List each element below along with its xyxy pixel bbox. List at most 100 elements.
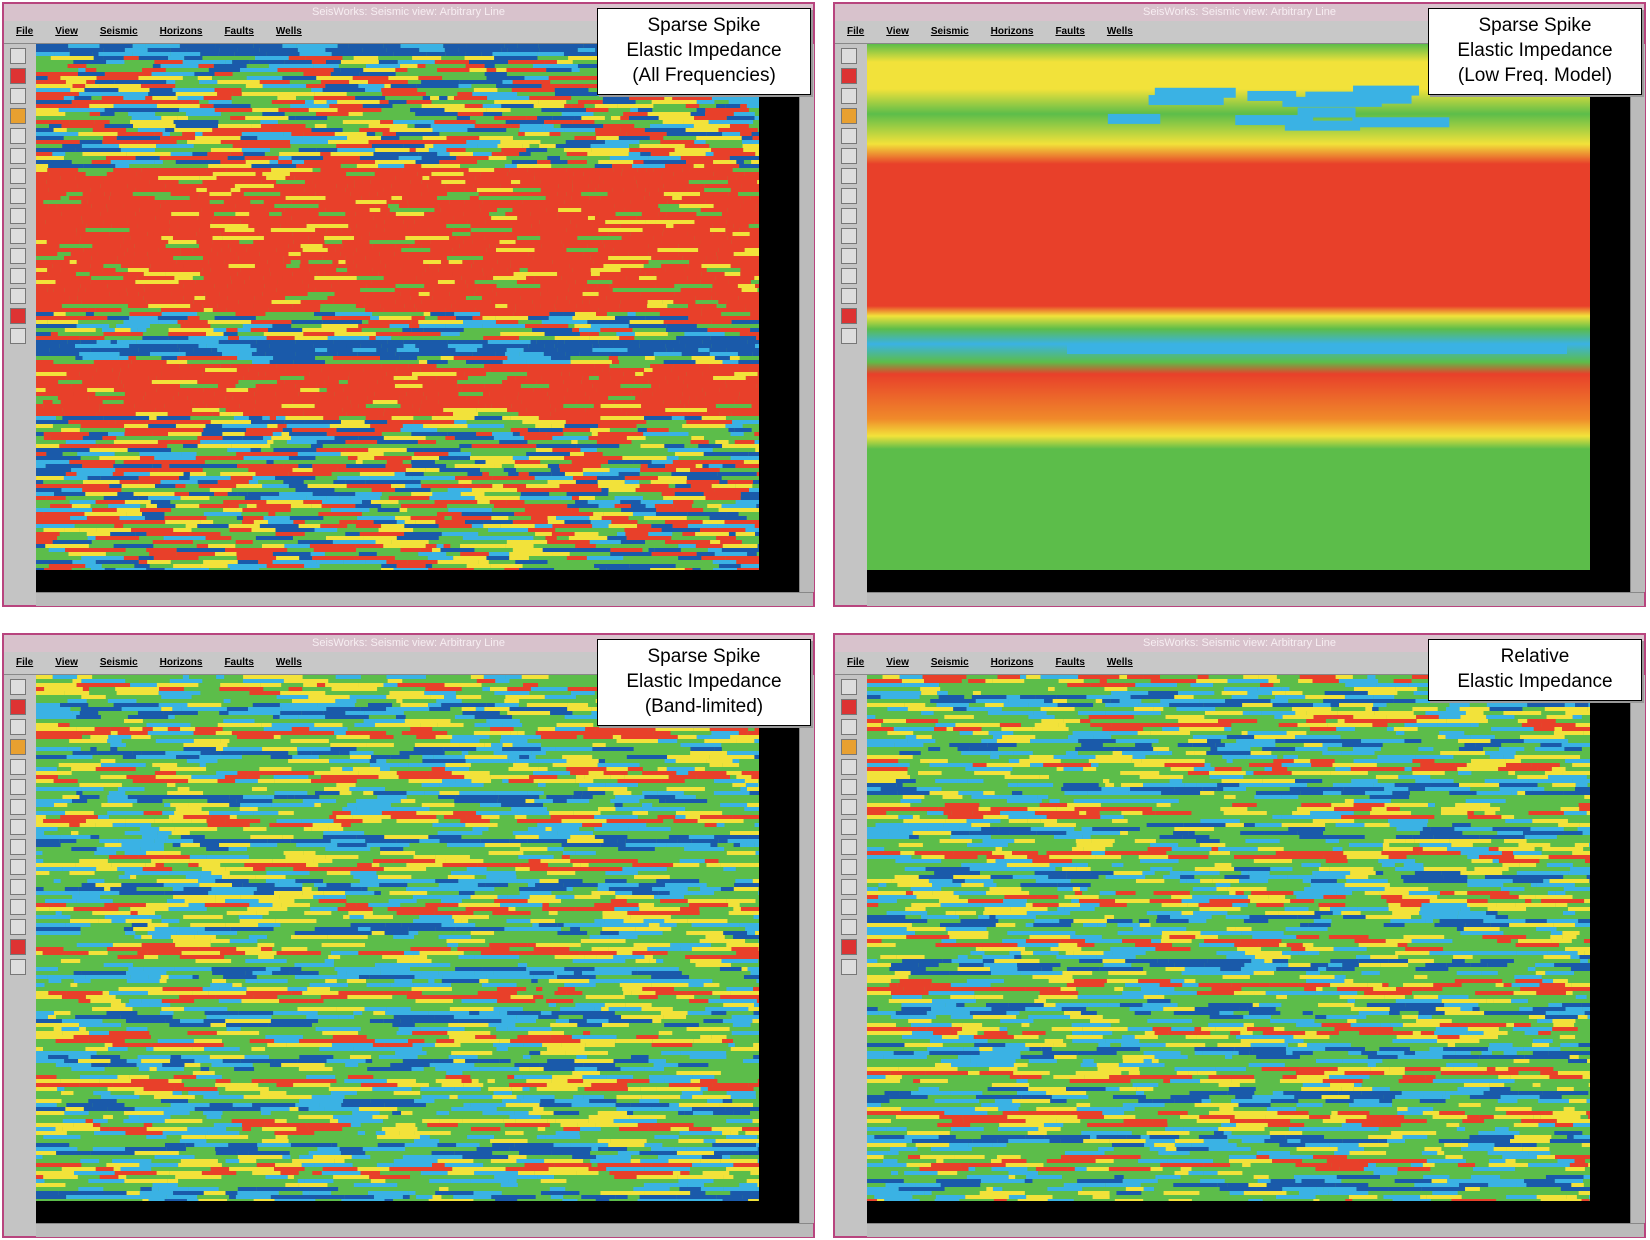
tool-button[interactable]: [10, 188, 26, 204]
seismic-pixel: [573, 811, 601, 815]
seismic-pixel: [47, 320, 79, 324]
tool-button[interactable]: [10, 308, 26, 324]
tool-button[interactable]: [10, 819, 26, 835]
tool-button[interactable]: [841, 168, 857, 184]
seismic-pixel: [608, 372, 624, 376]
tool-button[interactable]: [10, 248, 26, 264]
tool-button[interactable]: [841, 288, 857, 304]
seismic-pixel: [421, 180, 442, 184]
seismic-pixel: [695, 464, 703, 468]
tool-button[interactable]: [841, 148, 857, 164]
seismic-pixel: [104, 72, 144, 76]
seismic-pixel: [188, 548, 225, 552]
tool-button[interactable]: [841, 328, 857, 344]
menu-item[interactable]: Horizons: [159, 657, 203, 668]
tool-button[interactable]: [10, 939, 26, 955]
menu-item[interactable]: Faults: [224, 26, 254, 37]
seismic-pixel: [742, 1059, 759, 1063]
menu-item[interactable]: File: [16, 657, 34, 668]
seismic-pixel: [586, 480, 598, 484]
tool-button[interactable]: [10, 679, 26, 695]
seismic-pixel: [684, 332, 725, 336]
seismic-pixel: [343, 388, 366, 392]
tool-button[interactable]: [841, 188, 857, 204]
seismic-pixel: [604, 919, 624, 923]
tool-button[interactable]: [841, 68, 857, 84]
menu-item[interactable]: Wells: [275, 657, 302, 668]
tool-button[interactable]: [10, 839, 26, 855]
menu-item[interactable]: Horizons: [990, 26, 1034, 37]
tool-button[interactable]: [10, 288, 26, 304]
menu-item[interactable]: File: [16, 26, 34, 37]
seismic-pixel: [739, 332, 749, 336]
tool-button[interactable]: [10, 328, 26, 344]
menu-item[interactable]: Faults: [224, 657, 254, 668]
seismic-pixel: [199, 104, 214, 108]
menu-item[interactable]: Faults: [1055, 26, 1085, 37]
vertical-scrollbar[interactable]: [1630, 44, 1645, 592]
seismic-pixel: [384, 931, 409, 935]
tool-button[interactable]: [10, 959, 26, 975]
tool-button[interactable]: [10, 48, 26, 64]
tool-button[interactable]: [841, 228, 857, 244]
tool-button[interactable]: [841, 88, 857, 104]
seismic-pixel: [687, 176, 728, 180]
tool-button[interactable]: [10, 168, 26, 184]
tool-button[interactable]: [841, 248, 857, 264]
horizontal-scrollbar[interactable]: [36, 592, 813, 606]
menu-item[interactable]: Wells: [275, 26, 302, 37]
seismic-pixel: [597, 248, 614, 252]
horizontal-scrollbar[interactable]: [867, 592, 1644, 606]
tool-button[interactable]: [841, 208, 857, 224]
seismic-pixel: [36, 196, 61, 200]
seismic-pixel: [579, 783, 606, 787]
seismic-pixel: [322, 320, 362, 324]
tool-button[interactable]: [10, 148, 26, 164]
seismic-pixel: [161, 464, 170, 468]
tool-button[interactable]: [10, 919, 26, 935]
tool-button[interactable]: [841, 128, 857, 144]
seismic-pixel: [448, 260, 463, 264]
seismic-pixel: [498, 795, 540, 799]
tool-button[interactable]: [10, 739, 26, 755]
vertical-scrollbar[interactable]: [799, 44, 814, 592]
menu-item[interactable]: View: [55, 657, 78, 668]
tool-button[interactable]: [10, 88, 26, 104]
tool-button[interactable]: [10, 899, 26, 915]
seismic-pixel: [502, 747, 541, 751]
tool-button[interactable]: [10, 879, 26, 895]
tool-button[interactable]: [10, 779, 26, 795]
tool-button[interactable]: [10, 699, 26, 715]
tool-button[interactable]: [841, 48, 857, 64]
tool-button[interactable]: [10, 128, 26, 144]
menu-item[interactable]: Wells: [1106, 26, 1133, 37]
tool-button[interactable]: [841, 108, 857, 124]
tool-button[interactable]: [10, 759, 26, 775]
tool-button[interactable]: [10, 228, 26, 244]
seismic-pixel: [432, 168, 460, 172]
tool-button[interactable]: [10, 719, 26, 735]
menu-item[interactable]: View: [886, 26, 909, 37]
seismic-pixel: [291, 216, 330, 220]
tool-button[interactable]: [10, 208, 26, 224]
tool-button[interactable]: [10, 859, 26, 875]
tool-button[interactable]: [10, 799, 26, 815]
tool-button[interactable]: [841, 308, 857, 324]
seismic-pixel: [55, 280, 91, 284]
tool-button[interactable]: [10, 108, 26, 124]
seismic-pixel: [639, 340, 680, 344]
seismic-pixel: [523, 683, 539, 687]
menu-item[interactable]: View: [55, 26, 78, 37]
seismic-pixel: [714, 168, 733, 172]
menu-item[interactable]: Horizons: [159, 26, 203, 37]
seismic-pixel: [163, 883, 200, 887]
tool-button[interactable]: [841, 268, 857, 284]
menu-item[interactable]: Seismic: [930, 26, 969, 37]
tool-button[interactable]: [10, 68, 26, 84]
menu-item[interactable]: File: [847, 26, 865, 37]
menu-item[interactable]: Seismic: [99, 657, 138, 668]
tool-button[interactable]: [10, 268, 26, 284]
seismic-pixel: [600, 931, 619, 935]
seismic-pixel: [208, 544, 236, 548]
menu-item[interactable]: Seismic: [99, 26, 138, 37]
